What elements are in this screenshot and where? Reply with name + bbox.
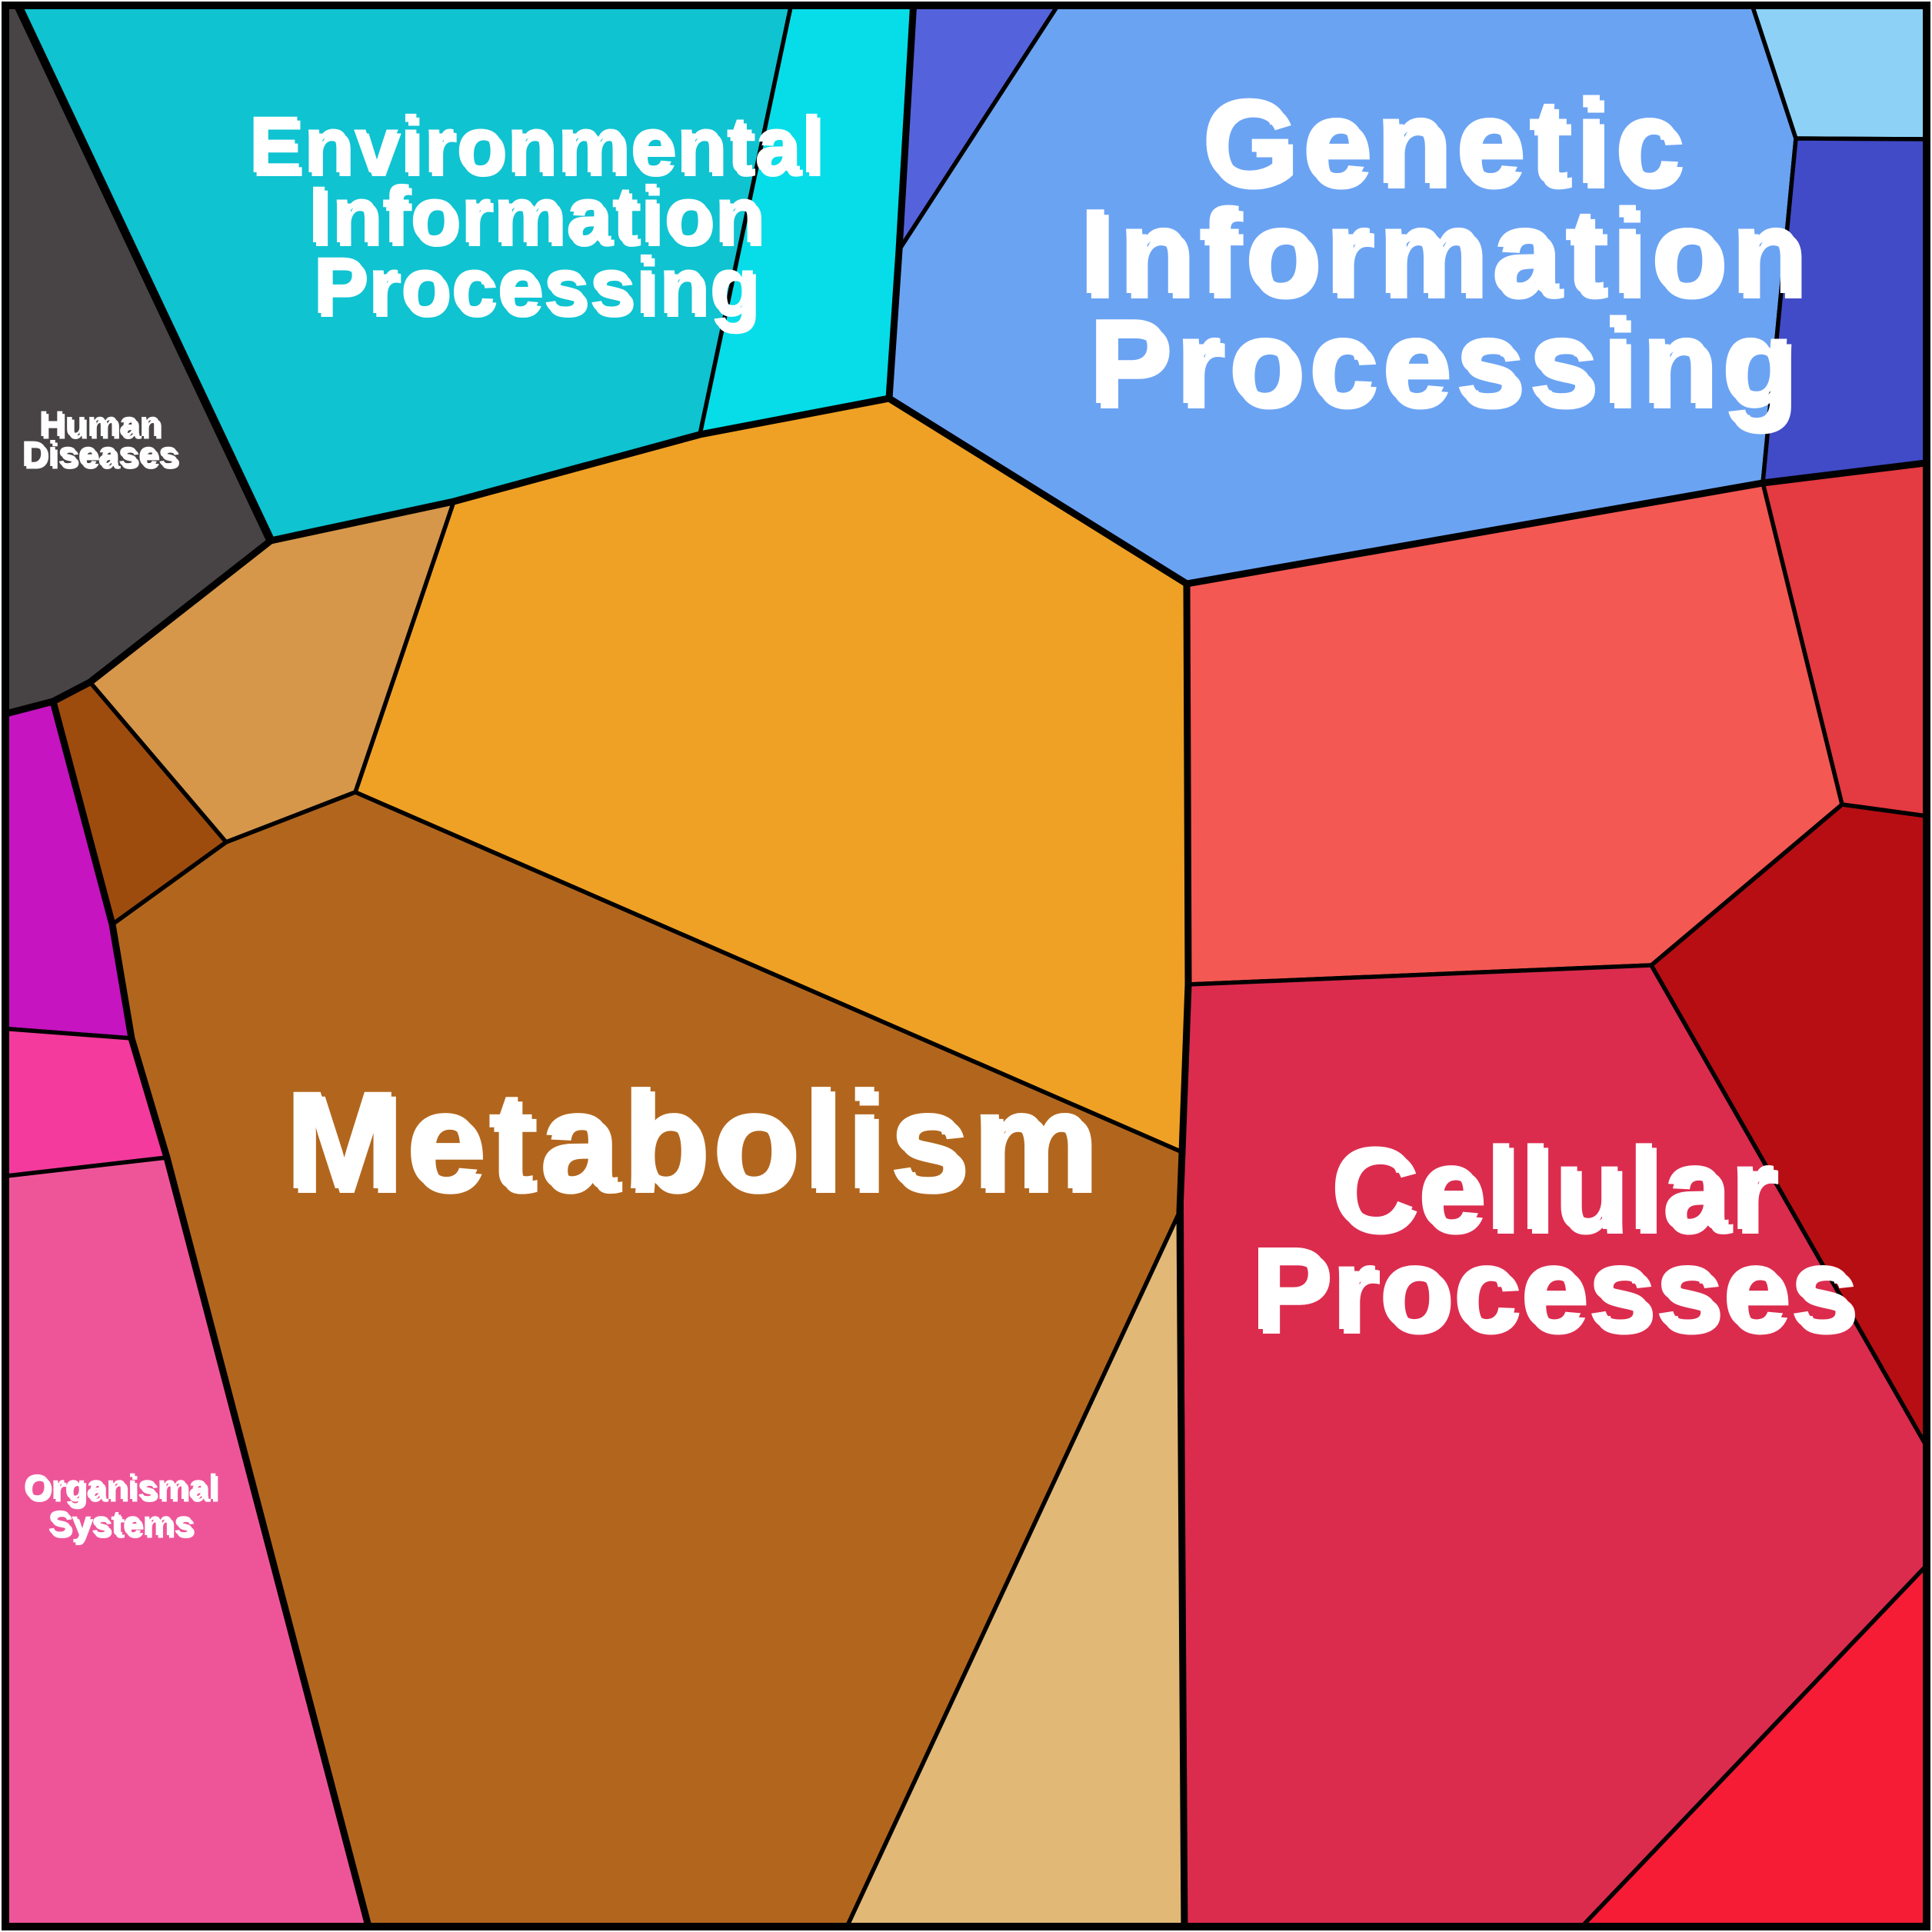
svg-text:Human: Human [38, 403, 161, 444]
svg-text:Cellular: Cellular [1335, 1127, 1782, 1259]
svg-text:Environmental: Environmental [248, 100, 824, 190]
svg-text:Systems: Systems [50, 1506, 195, 1546]
svg-text:Systems: Systems [48, 1503, 193, 1543]
svg-text:Cellular: Cellular [1331, 1122, 1777, 1254]
svg-text:Genetic: Genetic [1206, 79, 1692, 215]
svg-text:Processes: Processes [1251, 1222, 1857, 1354]
svg-text:Information: Information [1078, 184, 1810, 319]
svg-text:Processing: Processing [312, 241, 759, 331]
svg-text:Diseases: Diseases [22, 433, 178, 474]
svg-text:Information: Information [308, 170, 764, 260]
svg-text:Information: Information [1083, 189, 1814, 325]
svg-text:Processing: Processing [1093, 299, 1806, 435]
svg-text:Processing: Processing [1088, 294, 1801, 429]
svg-text:Organismal: Organismal [23, 1467, 218, 1507]
svg-text:Metabolism: Metabolism [284, 1061, 1100, 1218]
svg-text:Processes: Processes [1255, 1227, 1862, 1359]
svg-text:Environmental: Environmental [251, 104, 828, 194]
svg-text:Human: Human [41, 406, 163, 447]
svg-text:Genetic: Genetic [1201, 74, 1687, 209]
svg-text:Diseases: Diseases [24, 436, 181, 477]
svg-text:Processing: Processing [315, 245, 762, 335]
svg-text:Information: Information [311, 174, 768, 264]
svg-text:Metabolism: Metabolism [288, 1066, 1104, 1223]
svg-text:Organismal: Organismal [25, 1470, 220, 1510]
